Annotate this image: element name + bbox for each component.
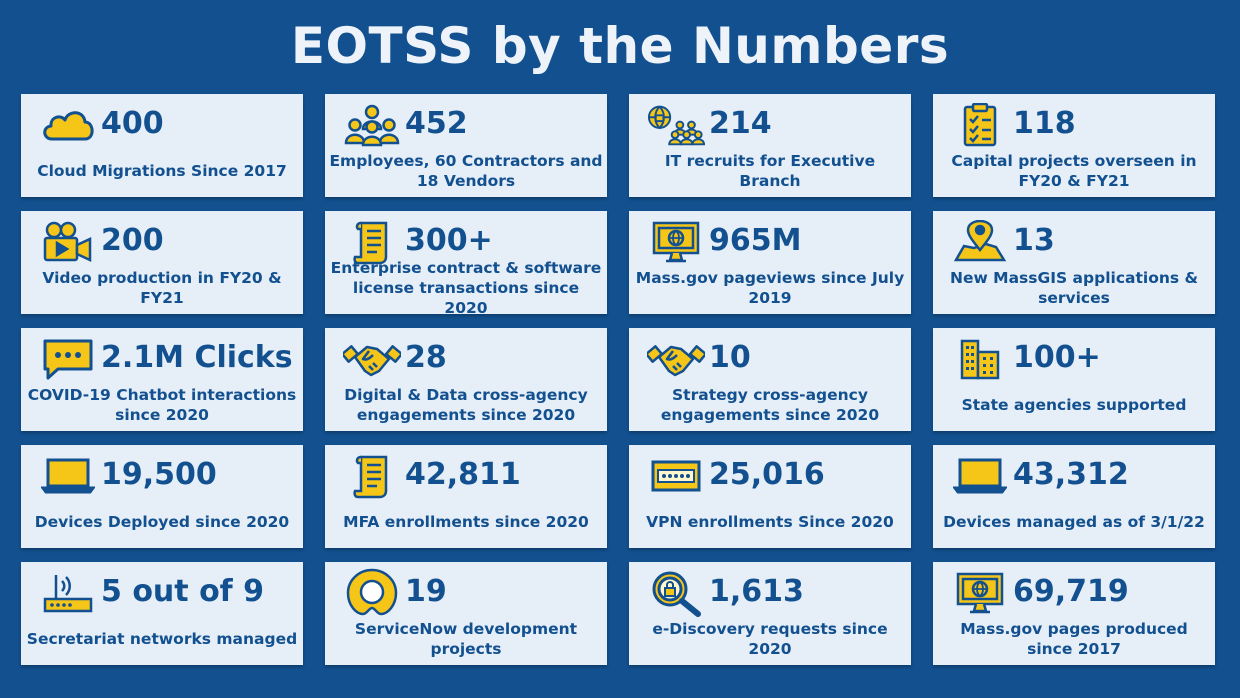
stat-label: Enterprise contract & software license t…	[330, 259, 602, 314]
stat-label: Devices Deployed since 2020	[34, 513, 290, 531]
stat-card: 69,719 Mass.gov pages produced since 2017	[933, 562, 1215, 665]
scroll-document-icon	[343, 453, 401, 499]
stat-number: 214	[709, 106, 772, 141]
stat-label: ServiceNow development projects	[354, 620, 578, 658]
stat-card: 100+ State agencies supported	[933, 328, 1215, 431]
stat-label: State agencies supported	[961, 396, 1187, 414]
scroll-document-icon	[343, 219, 401, 265]
stat-card: 1,613 e-Discovery requests since 2020	[629, 562, 911, 665]
stat-number: 1,613	[709, 574, 804, 609]
stat-label: Cloud Migrations Since 2017	[37, 162, 287, 180]
magnifier-lock-icon	[647, 570, 705, 617]
stat-label: New MassGIS applications & services	[949, 269, 1199, 307]
buildings-icon	[951, 336, 1009, 382]
map-pin-icon	[951, 219, 1009, 265]
stat-label: IT recruits for Executive Branch	[664, 152, 876, 190]
stat-label: Digital & Data cross-agency engagements …	[344, 386, 588, 424]
handshake-icon	[343, 336, 401, 382]
stat-label: Mass.gov pageviews since July 2019	[635, 269, 905, 307]
stats-grid: 400 Cloud Migrations Since 2017 452 Employe…	[21, 94, 1215, 665]
people-group-icon	[343, 102, 401, 148]
password-field-icon	[647, 453, 705, 499]
laptop-icon	[951, 453, 1009, 499]
stat-number: 100+	[1013, 340, 1101, 375]
stat-card: 300+ Enterprise contract & software licen…	[325, 211, 607, 314]
stat-label: Strategy cross-agency engagements since …	[660, 386, 880, 424]
stat-number: 2.1M Clicks	[101, 340, 293, 375]
stat-label: Devices managed as of 3/1/22	[943, 513, 1205, 531]
stat-number: 69,719	[1013, 574, 1129, 609]
stat-number: 200	[101, 223, 164, 258]
servicenow-logo-icon	[343, 568, 401, 616]
stat-card: 19,500 Devices Deployed since 2020	[21, 445, 303, 548]
monitor-globe-icon	[647, 219, 705, 265]
stat-card: 214 IT recruits for Executive Branch	[629, 94, 911, 197]
stat-card: 25,016 VPN enrollments Since 2020	[629, 445, 911, 548]
stat-label: Employees, 60 Contractors and 18 Vendors	[329, 152, 603, 190]
stat-number: 300+	[405, 223, 493, 258]
stat-card: 5 out of 9 Secretariat networks managed	[21, 562, 303, 665]
stat-label: Capital projects overseen in FY20 & FY21	[951, 152, 1197, 190]
monitor-globe-icon	[951, 570, 1009, 616]
clipboard-checklist-icon	[951, 102, 1009, 148]
stat-card: 19 ServiceNow development projects	[325, 562, 607, 665]
stat-label: MFA enrollments since 2020	[343, 513, 589, 531]
chat-bubble-icon	[39, 336, 97, 382]
stat-card: 13 New MassGIS applications & services	[933, 211, 1215, 314]
stat-label: VPN enrollments Since 2020	[646, 513, 894, 531]
video-camera-icon	[39, 219, 97, 265]
stat-number: 43,312	[1013, 457, 1129, 492]
page-title: EOTSS by the Numbers	[290, 17, 950, 75]
stat-number: 400	[101, 106, 164, 141]
stat-number: 452	[405, 106, 468, 141]
stat-number: 5 out of 9	[101, 574, 265, 609]
laptop-icon	[39, 453, 97, 499]
stat-number: 965M	[709, 223, 802, 258]
stat-number: 28	[405, 340, 447, 375]
stat-label: Secretariat networks managed	[26, 630, 298, 648]
stat-card: 400 Cloud Migrations Since 2017	[21, 94, 303, 197]
stat-card: 452 Employees, 60 Contractors and 18 Vend…	[325, 94, 607, 197]
stat-card: 10 Strategy cross-agency engagements sinc…	[629, 328, 911, 431]
router-icon	[39, 570, 97, 616]
stat-number: 19,500	[101, 457, 217, 492]
stat-number: 13	[1013, 223, 1055, 258]
stat-card: 118 Capital projects overseen in FY20 & F…	[933, 94, 1215, 197]
stat-label: COVID-19 Chatbot interactions since 2020	[27, 386, 297, 424]
stat-label: Video production in FY20 & FY21	[42, 269, 282, 307]
stat-label: Mass.gov pages produced since 2017	[960, 620, 1188, 658]
stat-number: 10	[709, 340, 751, 375]
cloud-icon	[39, 102, 97, 148]
stat-number: 19	[405, 574, 447, 609]
stat-card: 28 Digital & Data cross-agency engagement…	[325, 328, 607, 431]
stat-card: 42,811 MFA enrollments since 2020	[325, 445, 607, 548]
stat-card: 200 Video production in FY20 & FY21	[21, 211, 303, 314]
stat-card: 965M Mass.gov pageviews since July 2019	[629, 211, 911, 314]
stat-number: 118	[1013, 106, 1076, 141]
stat-card: 2.1M Clicks COVID-19 Chatbot interactions…	[21, 328, 303, 431]
stat-label: e-Discovery requests since 2020	[652, 620, 888, 658]
handshake-icon	[647, 336, 705, 382]
stat-card: 43,312 Devices managed as of 3/1/22	[933, 445, 1215, 548]
stat-number: 42,811	[405, 457, 521, 492]
stat-number: 25,016	[709, 457, 825, 492]
globe-people-icon	[647, 102, 705, 148]
